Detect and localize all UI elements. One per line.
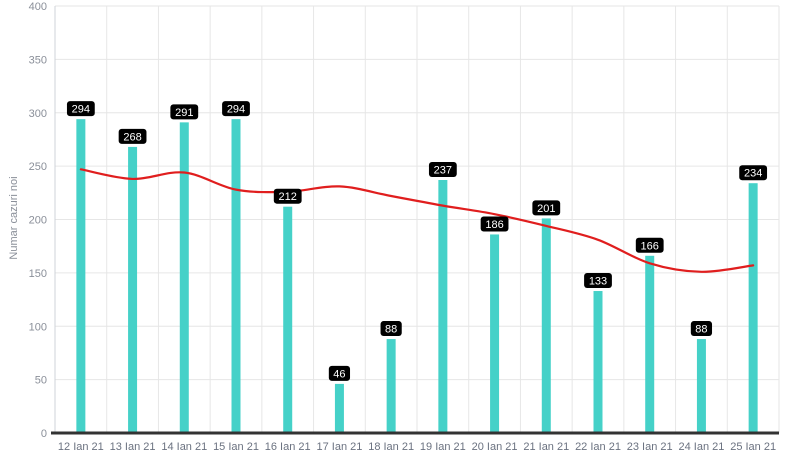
data-label-text: 46 [333, 368, 345, 380]
data-label-text: 237 [434, 165, 452, 177]
x-tick-label: 24 Ian 21 [678, 441, 724, 453]
data-label-text: 186 [485, 219, 503, 231]
data-label-text: 212 [279, 191, 297, 203]
bar [386, 339, 396, 433]
data-label-text: 294 [72, 104, 90, 116]
data-label: 291 [170, 104, 199, 120]
x-tick-label: 17 Ian 21 [316, 441, 362, 453]
data-label-text: 234 [744, 168, 762, 180]
x-tick-label: 15 Ian 21 [213, 441, 259, 453]
bar [128, 146, 138, 433]
data-label-box [273, 188, 302, 204]
data-label-box [118, 128, 147, 144]
x-tick-label: 13 Ian 21 [110, 441, 156, 453]
data-label: 201 [532, 200, 561, 216]
data-label: 294 [222, 101, 250, 117]
data-label-box [66, 101, 95, 117]
y-tick-label: 200 [29, 215, 47, 227]
data-label: 237 [428, 162, 457, 178]
bar [696, 339, 706, 433]
bars-layer [76, 119, 758, 434]
data-label-box [428, 162, 457, 178]
x-tick-label: 16 Ian 21 [265, 441, 311, 453]
data-label: 294 [66, 101, 95, 117]
data-label: 88 [380, 321, 402, 337]
bar [76, 119, 86, 433]
data-label-text: 294 [227, 104, 245, 116]
x-tick-label: 21 Ian 21 [523, 441, 569, 453]
x-tick-label: 23 Ian 21 [627, 441, 673, 453]
data-label-box [328, 365, 351, 381]
x-tick-label: 25 Ian 21 [730, 441, 776, 453]
x-tick-label: 18 Ian 21 [368, 441, 414, 453]
x-tick-label: 22 Ian 21 [575, 441, 621, 453]
y-axis-label: Numar cazuri noi [8, 176, 20, 259]
y-tick-label: 250 [29, 161, 47, 173]
data-label: 133 [584, 273, 612, 289]
axes-layer: 0 50 100 150 200 250 300 350 400 12 Ian 21 13 Ian … [29, 1, 779, 453]
data-label-box [739, 165, 768, 181]
data-label: 88 [690, 321, 713, 337]
data-label: 234 [739, 165, 768, 181]
data-label-text: 88 [695, 324, 707, 336]
data-label-text: 88 [385, 324, 397, 336]
y-tick-label: 150 [29, 268, 47, 280]
y-tick-label: 350 [29, 54, 47, 66]
bar [490, 234, 500, 433]
bar [541, 218, 551, 433]
bar [334, 383, 344, 433]
data-label: 46 [328, 365, 351, 381]
trend-line [79, 168, 755, 273]
data-label-box [584, 273, 612, 289]
x-tick-label: 20 Ian 21 [472, 441, 518, 453]
data-label-text: 133 [589, 276, 607, 288]
y-tick-label: 400 [29, 1, 47, 13]
bar [438, 180, 448, 433]
data-label-box [690, 321, 713, 337]
x-tick-label: 19 Ian 21 [420, 441, 466, 453]
y-tick-label: 100 [29, 321, 47, 333]
bar [748, 183, 758, 433]
bar [231, 119, 241, 433]
bar [283, 206, 293, 433]
data-label-box [380, 321, 402, 337]
y-tick-label: 50 [35, 375, 47, 387]
grid-layer [54, 5, 780, 434]
x-tick-label: 12 Ian 21 [58, 441, 104, 453]
y-tick-label: 300 [29, 108, 47, 120]
data-label-box [222, 101, 250, 117]
data-label-box [635, 237, 664, 253]
data-label-text: 291 [175, 107, 193, 119]
data-label: 186 [480, 216, 509, 232]
data-label-box [532, 200, 561, 216]
data-label-box [480, 216, 509, 232]
y-tick-label: 0 [41, 428, 47, 440]
bar [593, 291, 603, 433]
data-label: 268 [118, 128, 147, 144]
data-label: 212 [273, 188, 302, 204]
trend-line-layer [79, 168, 755, 273]
bar [645, 255, 655, 433]
data-label-text: 268 [123, 131, 141, 143]
data-label-text: 166 [641, 240, 659, 252]
data-label: 166 [635, 237, 664, 253]
data-label-box [170, 104, 199, 120]
data-label-text: 201 [537, 203, 555, 215]
data-labels-layer: 294 268 291 294 212 46 88 237 186 201 133 166 88 234 [66, 101, 768, 381]
bar [179, 122, 189, 434]
x-tick-label: 14 Ian 21 [161, 441, 207, 453]
